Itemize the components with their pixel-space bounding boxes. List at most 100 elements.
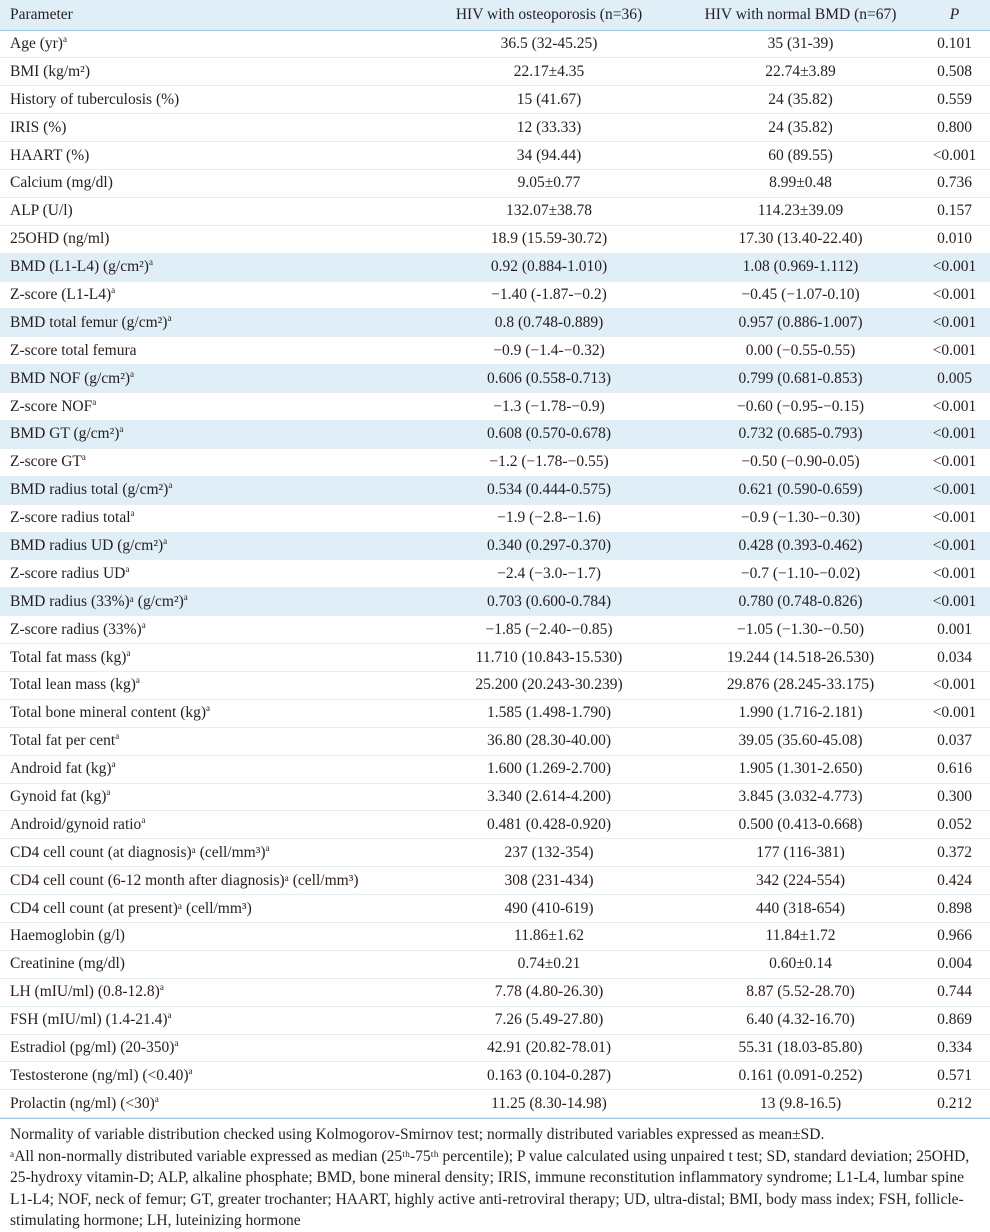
cell-p-value: 0.616	[919, 755, 990, 784]
cell-osteoporosis: 11.710 (10.843-15.530)	[416, 643, 682, 672]
cell-parameter-text: Z-score radius total	[10, 509, 131, 527]
cell-normal-bmd-text: −0.60 (−0.95-−0.15)	[737, 397, 864, 415]
cell-osteoporosis-text: 0.703 (0.600-0.784)	[487, 592, 611, 610]
cell-parameter: Z-score GTa	[0, 448, 416, 477]
table-row: BMD radius UD (g/cm²)a 0.340 (0.297-0.370…	[0, 532, 990, 561]
cell-osteoporosis-text: −1.3 (−1.78-−0.9)	[493, 397, 605, 415]
footnote-marker: a	[168, 480, 173, 491]
cell-p-value: <0.001	[919, 336, 990, 366]
cell-osteoporosis-text: 18.9 (15.59-30.72)	[490, 230, 608, 248]
cell-normal-bmd: 55.31 (18.03-85.80)	[682, 1034, 919, 1063]
cell-normal-bmd-text: 0.60±0.14	[769, 955, 832, 973]
cell-osteoporosis-text: 1.600 (1.269-2.700)	[487, 760, 611, 778]
cell-normal-bmd-text: −0.50 (−0.90-0.05)	[741, 453, 860, 471]
cell-normal-bmd: 6.40 (4.32-16.70)	[682, 1006, 919, 1035]
cell-normal-bmd-text: 3.845 (3.032-4.773)	[738, 787, 863, 805]
table-header-row: Parameter HIV with osteoporosis (n=36) H…	[0, 0, 990, 31]
cell-p-value: <0.001	[919, 559, 990, 589]
footnote-marker: a	[206, 703, 211, 714]
cell-normal-bmd-text: −1.05 (−1.30-−0.50)	[737, 620, 864, 638]
cell-normal-bmd-text: 0.799 (0.681-0.853)	[738, 369, 863, 387]
cell-normal-bmd-text: 440 (318-654)	[755, 899, 846, 917]
cell-parameter: BMD (L1-L4) (g/cm²)a	[0, 253, 416, 282]
cell-parameter-text: BMI (kg/m²)	[10, 62, 90, 80]
cell-p-value: <0.001	[919, 308, 990, 338]
header-p-value: P	[919, 0, 990, 31]
footnote-marker: a	[265, 842, 270, 853]
table-row: Android/gynoid ratioa 0.481 (0.428-0.920)…	[0, 810, 990, 840]
table-row: Age (yr)a 36.5 (32-45.25) 35 (31-39) 0.101	[0, 30, 990, 59]
table-row: HAART (%) 34 (94.44) 60 (89.55) <0.001	[0, 141, 990, 170]
cell-p-value-text: <0.001	[932, 397, 977, 415]
footnote-marker: a	[148, 257, 153, 268]
table-row: LH (mIU/ml) (0.8-12.8)a 7.78 (4.80-26.30)…	[0, 978, 990, 1007]
cell-p-value: <0.001	[919, 476, 990, 505]
cell-normal-bmd: 1.990 (1.716-2.181)	[682, 699, 919, 728]
cell-osteoporosis: 7.26 (5.49-27.80)	[416, 1006, 682, 1035]
cell-osteoporosis-text: 308 (231-434)	[504, 871, 594, 889]
cell-normal-bmd: 8.99±0.48	[682, 169, 919, 198]
cell-normal-bmd: 440 (318-654)	[682, 894, 919, 923]
cell-parameter-text: Gynoid fat (kg)	[10, 787, 107, 805]
cell-osteoporosis: 11.86±1.62	[416, 922, 682, 951]
cell-normal-bmd-text: 0.780 (0.748-0.826)	[738, 592, 863, 610]
cell-p-value: 0.034	[919, 643, 990, 672]
cell-parameter: Z-score radius (33%)a	[0, 615, 416, 645]
cell-p-value: <0.001	[919, 671, 990, 700]
cell-parameter: Gynoid fat (kg)a	[0, 783, 416, 812]
footnote-marker: a	[126, 647, 131, 658]
cell-parameter: Z-score radius totala	[0, 504, 416, 533]
cell-p-value-text: 0.736	[937, 174, 972, 192]
cell-normal-bmd: 0.00 (−0.55-0.55)	[682, 336, 919, 366]
table-row: Calcium (mg/dl) 9.05±0.77 8.99±0.48 0.736	[0, 169, 990, 198]
table-row: ALP (U/l) 132.07±38.78 114.23±39.09 0.157	[0, 197, 990, 226]
cell-normal-bmd: 60 (89.55)	[682, 141, 919, 170]
cell-osteoporosis-text: 9.05±0.77	[517, 174, 581, 192]
cell-normal-bmd-text: 0.621 (0.590-0.659)	[738, 481, 863, 499]
cell-parameter: BMD GT (g/cm²)a	[0, 420, 416, 449]
footnote-marker: a	[159, 982, 164, 993]
table-row: Gynoid fat (kg)a 3.340 (2.614-4.200) 3.845…	[0, 783, 990, 812]
cell-osteoporosis: −2.4 (−3.0-−1.7)	[416, 559, 682, 589]
cell-parameter: Creatinine (mg/dl)	[0, 950, 416, 979]
cell-p-value: 0.869	[919, 1006, 990, 1035]
cell-p-value-text: <0.001	[932, 146, 977, 164]
cell-osteoporosis-text: 0.481 (0.428-0.920)	[487, 815, 611, 833]
cell-parameter: CD4 cell count (6-12 month after diagnos…	[0, 866, 416, 896]
cell-normal-bmd: 0.161 (0.091-0.252)	[682, 1061, 919, 1091]
cell-parameter-text: Age (yr)	[10, 34, 63, 52]
cell-p-value-text: 0.869	[937, 1011, 972, 1029]
cell-parameter-text: Estradiol (pg/ml) (20-350)	[10, 1039, 175, 1056]
cell-normal-bmd: 0.799 (0.681-0.853)	[682, 364, 919, 394]
footnote-marker: a	[62, 33, 67, 44]
cell-p-value: 0.052	[919, 810, 990, 840]
cell-parameter-text: Calcium (mg/dl)	[10, 174, 113, 192]
footnote-marker: a	[119, 424, 124, 435]
header-normal-bmd: HIV with normal BMD (n=67)	[682, 0, 919, 31]
footnote-marker: a	[154, 1093, 159, 1104]
table-row: Haemoglobin (g/l) 11.86±1.62 11.84±1.72 0.9…	[0, 922, 990, 951]
cell-normal-bmd-text: 0.161 (0.091-0.252)	[738, 1066, 863, 1084]
cell-osteoporosis: −0.9 (−1.4-−0.32)	[416, 336, 682, 366]
cell-normal-bmd: 0.60±0.14	[682, 950, 919, 979]
cell-p-value: <0.001	[919, 141, 990, 170]
cell-parameter: ALP (U/l)	[0, 197, 416, 226]
cell-parameter-text: BMD radius UD (g/cm²)	[10, 536, 164, 554]
footnote-marker: a	[141, 619, 146, 630]
cell-parameter: BMD total femur (g/cm²)a	[0, 308, 416, 338]
table-row: BMD GT (g/cm²)a 0.608 (0.570-0.678) 0.732 …	[0, 420, 990, 449]
cell-p-value: <0.001	[919, 448, 990, 477]
cell-osteoporosis-text: 0.74±0.21	[517, 955, 581, 973]
cell-parameter-text: LH (mIU/ml) (0.8-12.8)	[10, 983, 160, 1001]
cell-osteoporosis-text: 0.92 (0.884-1.010)	[490, 258, 608, 276]
cell-p-value-text: 0.052	[937, 815, 972, 833]
cell-normal-bmd-text: 24 (35.82)	[768, 118, 833, 136]
cell-p-value: 0.001	[919, 615, 990, 645]
cell-osteoporosis-text: 22.17±4.35	[513, 62, 585, 80]
cell-parameter: FSH (mIU/ml) (1.4-21.4)a	[0, 1006, 416, 1035]
table-row: History of tuberculosis (%) 15 (41.67) 24 …	[0, 85, 990, 115]
cell-parameter-text: BMD radius (33%)ᵃ (g/cm²)	[10, 592, 184, 610]
cell-osteoporosis: 34 (94.44)	[416, 141, 682, 170]
cell-normal-bmd-text: 0.732 (0.685-0.793)	[738, 425, 863, 443]
cell-p-value-text: 0.744	[937, 983, 972, 1001]
